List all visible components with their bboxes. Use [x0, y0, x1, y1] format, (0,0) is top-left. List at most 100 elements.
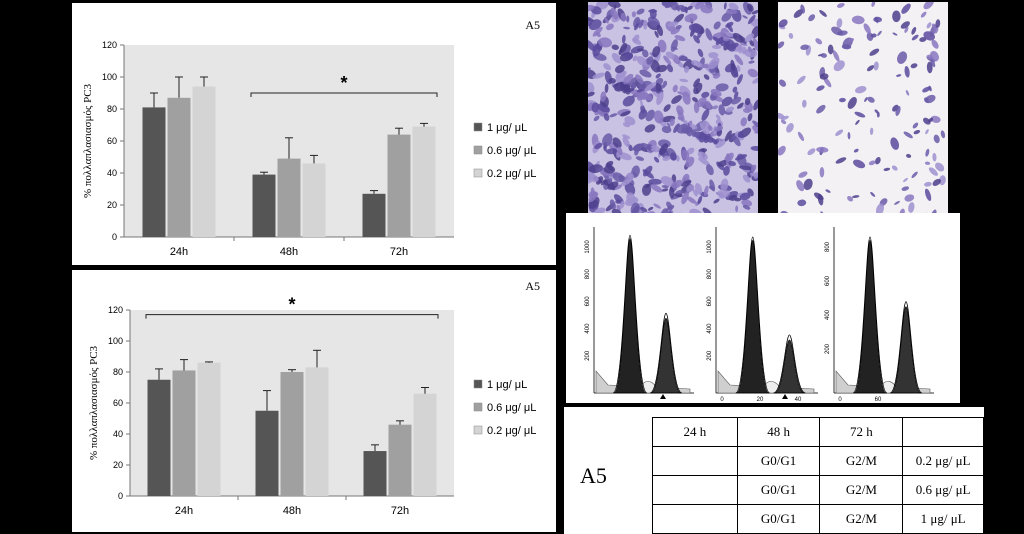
cell-shape [602, 133, 613, 147]
cell-shape [819, 9, 827, 17]
cell-shape [603, 145, 607, 152]
histogram-y-tick-label: 400 [707, 323, 713, 334]
cell-shape [653, 110, 664, 124]
bar [362, 193, 386, 237]
cell-shape [661, 188, 669, 192]
table-cell [652, 446, 738, 476]
cell-shape [686, 147, 695, 155]
cell-shape [650, 59, 661, 73]
histogram-y-tick-label: 200 [707, 350, 713, 361]
cell-shape [920, 11, 927, 18]
cell-shape [904, 194, 915, 202]
cell-shape [588, 4, 595, 12]
histogram-x-tick-label: 60 [875, 397, 882, 403]
table-cell: G2/M [819, 475, 904, 505]
cell-shape [670, 27, 681, 35]
histogram-outline [649, 312, 683, 394]
histogram-y-tick-label: 1000 [585, 240, 591, 254]
cell-shape [699, 122, 704, 130]
cell-shape [638, 19, 644, 29]
cell-shape [904, 66, 910, 78]
y-tick-label: 60 [113, 398, 123, 408]
cell-shape [642, 49, 649, 58]
cell-shape [621, 134, 631, 139]
y-tick-label: 0 [118, 491, 123, 501]
cell-shape [847, 196, 854, 202]
cell-shape [622, 95, 635, 107]
cell-shape [721, 11, 732, 22]
cell-shape [779, 79, 787, 87]
cell-shape [588, 16, 594, 22]
cell-shape [736, 74, 743, 85]
cell-shape [877, 30, 882, 36]
cell-shape [873, 16, 882, 23]
cell-shape [903, 177, 908, 183]
cell-shape [655, 73, 661, 79]
y-tick-label: 20 [107, 200, 117, 210]
cell-shape [808, 14, 816, 22]
x-tick-label: 24h [175, 505, 193, 517]
table-row: G0/G1 G2/M 0.2 μg/ μL [652, 446, 984, 476]
cell-shape [837, 30, 848, 36]
cell-shape [819, 73, 829, 80]
cell-shape [597, 103, 610, 113]
cell-shape [786, 122, 794, 133]
cell-shape [800, 44, 809, 50]
cell-shape [925, 148, 930, 157]
cell-shape [686, 184, 695, 192]
cell-shape [666, 201, 673, 210]
micrograph-treated-image [778, 2, 948, 224]
cell-shape [623, 73, 634, 85]
cell-shape [628, 77, 638, 85]
cell-shape [636, 8, 645, 15]
y-axis-label: % πολλαπλασιασμός PC3 [88, 345, 100, 460]
bar [197, 362, 221, 496]
histogram-g0g1-peak [613, 238, 647, 394]
cell-shape [778, 145, 786, 156]
cell-shape [701, 91, 710, 98]
cell-shape [908, 202, 915, 213]
cell-shape [750, 18, 758, 28]
histogram-g2m-peak [650, 317, 682, 394]
cell-shape [932, 152, 937, 162]
cell-shape [836, 18, 843, 29]
cell-shape [750, 164, 757, 172]
cell-shape [728, 160, 737, 167]
cell-shape [677, 91, 684, 95]
cell-shape [832, 50, 840, 62]
cell-shape [612, 137, 622, 149]
cell-shape [701, 108, 710, 121]
cell-shape [637, 48, 644, 52]
cell-shape [723, 166, 730, 176]
cell-shape [742, 174, 751, 183]
cell-shape [752, 125, 758, 135]
cell-shape [928, 167, 938, 176]
cell-shape [588, 170, 595, 184]
cell-shape [749, 39, 755, 47]
cell-shape [891, 165, 898, 171]
chart-panel-bottom: 0 20 40 60 80 100 120 % πολλαπλασιασμός PC3 A5 24… [72, 270, 556, 532]
cell-shape [648, 9, 658, 13]
cell-shape [588, 192, 598, 202]
cell-shape [816, 85, 825, 91]
cell-shape [675, 25, 682, 30]
cell-shape [714, 125, 724, 132]
cell-shape [620, 12, 626, 22]
table-header-cell: 48 h [736, 417, 821, 447]
cell-shape [742, 15, 748, 19]
cell-shape [836, 2, 845, 8]
cell-shape [635, 74, 644, 84]
y-axis-label: % πολλαπλασιασμός PC3 [82, 83, 94, 198]
cell-shape [588, 19, 602, 31]
cell-shape [732, 86, 738, 93]
cell-shape [600, 91, 607, 102]
cell-shape [871, 2, 876, 7]
cell-shape [650, 184, 663, 193]
cell-shape [632, 55, 638, 62]
histogram-y-tick-label: 600 [825, 275, 831, 286]
cell-shape [923, 117, 931, 125]
cell-shape [611, 44, 619, 50]
legend-label: 0.6 μg/ μL [487, 145, 536, 157]
cell-shape [721, 96, 733, 107]
